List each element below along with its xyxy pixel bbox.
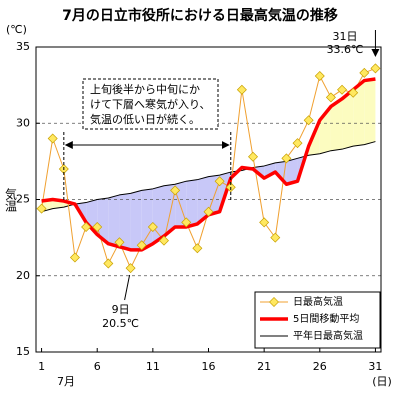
- marker: [81, 221, 92, 232]
- marker: [359, 67, 370, 78]
- note-text: 上旬後半から中旬にか: [90, 82, 200, 96]
- annotation: 31日: [333, 30, 358, 43]
- marker: [314, 70, 325, 81]
- marker: [114, 237, 125, 248]
- fill-band: [130, 190, 142, 250]
- x-tick-label: 6: [94, 360, 101, 373]
- y-unit: (℃): [6, 23, 27, 36]
- x-month: 7月: [57, 375, 75, 388]
- y-tick-label: 15: [16, 345, 30, 358]
- fill-band: [330, 98, 343, 151]
- series-line: [41, 141, 376, 213]
- fill-band: [364, 79, 376, 145]
- marker: [370, 63, 381, 74]
- annotation: 20.5℃: [102, 317, 139, 330]
- x-tick-label: 31: [368, 360, 382, 373]
- marker: [259, 217, 270, 228]
- marker: [203, 206, 214, 217]
- x-tick-label: 26: [313, 360, 327, 373]
- legend-label: 平年日最高気温: [293, 329, 363, 342]
- x-tick-label: 11: [146, 360, 160, 373]
- y-tick-label: 30: [16, 116, 30, 129]
- chart-title: 7月の日立市役所における日最高気温の推移: [62, 7, 338, 24]
- marker: [170, 185, 181, 196]
- marker: [214, 176, 225, 187]
- marker: [337, 84, 348, 95]
- note-text: けて下層へ寒気が入り、: [90, 97, 211, 111]
- marker: [147, 221, 158, 232]
- legend-marker: [269, 297, 279, 307]
- fill-band: [264, 162, 276, 179]
- marker: [92, 221, 103, 232]
- fill-band: [141, 188, 153, 250]
- fill-band: [186, 179, 198, 227]
- x-tick-label: 16: [202, 360, 216, 373]
- marker: [303, 115, 314, 126]
- marker: [236, 84, 247, 95]
- x-tick-label: 1: [38, 360, 45, 373]
- y-tick-label: 20: [16, 269, 30, 282]
- marker: [36, 203, 47, 214]
- legend-label: 日最高気温: [293, 295, 343, 308]
- y-tick-label: 35: [16, 40, 30, 53]
- fill-band: [286, 158, 298, 185]
- marker: [136, 240, 147, 251]
- marker: [192, 243, 203, 254]
- fill-band: [97, 197, 109, 244]
- annotation: 9日: [112, 303, 130, 316]
- fill-band: [353, 80, 365, 147]
- marker: [103, 258, 114, 269]
- marker: [125, 263, 136, 274]
- y-label: 気温: [4, 187, 18, 212]
- fill-band: [152, 185, 164, 244]
- marker: [158, 235, 169, 246]
- marker: [292, 138, 303, 149]
- note-text: 気温の低い日が続く。: [90, 112, 200, 126]
- fill-band: [342, 89, 354, 150]
- y-tick-label: 25: [16, 193, 30, 206]
- x-unit: (日): [372, 375, 392, 388]
- marker: [69, 252, 80, 263]
- marker: [47, 133, 58, 144]
- annotation: 33.6℃: [327, 43, 364, 56]
- leader: [124, 274, 131, 301]
- marker: [270, 232, 281, 243]
- marker: [248, 151, 259, 162]
- marker: [348, 87, 359, 98]
- fill-band: [119, 193, 131, 250]
- fill-band: [163, 184, 176, 237]
- x-tick-label: 21: [257, 360, 271, 373]
- plot-frame: [35, 46, 382, 353]
- marker: [281, 153, 292, 164]
- marker: [181, 217, 192, 228]
- marker: [325, 92, 336, 103]
- note-box: [82, 78, 219, 130]
- legend-label: 5日間移動平均: [293, 312, 359, 325]
- fill-band: [108, 194, 120, 247]
